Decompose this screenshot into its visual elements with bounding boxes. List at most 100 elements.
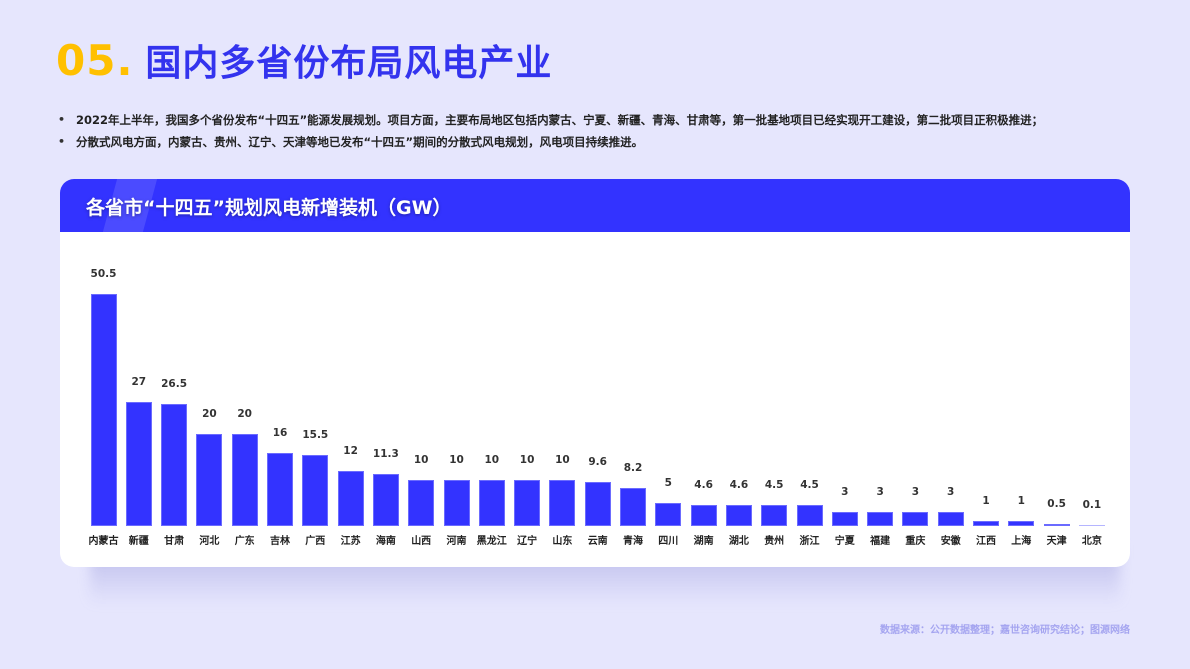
bar-column: 10 黑龙江 xyxy=(474,232,509,567)
bar-column: 26.5 甘肃 xyxy=(157,232,192,567)
bar xyxy=(725,504,752,526)
chart-title: 各省市“十四五”规划风电新增装机（GW） xyxy=(86,197,452,219)
bar xyxy=(372,474,399,526)
category-label: 福建 xyxy=(870,536,891,547)
category-label: 贵州 xyxy=(764,536,785,547)
bar-chart: 50.5 内蒙古 27 新疆 26.5 甘肃 20 河北 20 广东 16 吉林 15.5 广西 12 江苏 1… xyxy=(60,232,1130,567)
bar-column: 10 山东 xyxy=(545,232,580,567)
bar-column: 4.5 贵州 xyxy=(757,232,792,567)
page-title-text: 国内多省份布局风电产业 xyxy=(145,43,553,84)
bar-column: 20 广东 xyxy=(227,232,262,567)
bar xyxy=(1008,521,1035,526)
category-label: 黑龙江 xyxy=(476,536,507,547)
bar-column: 4.6 湖南 xyxy=(686,232,721,567)
category-label: 新疆 xyxy=(128,536,149,547)
bar-value-label: 3 xyxy=(911,486,920,499)
category-label: 四川 xyxy=(658,536,679,547)
bar xyxy=(443,480,470,526)
category-label: 天津 xyxy=(1046,536,1067,547)
bar-value-label: 4.6 xyxy=(729,478,749,491)
bar-value-label: 10 xyxy=(449,454,464,467)
bar-value-label: 27 xyxy=(131,375,147,388)
bar-column: 27 新疆 xyxy=(121,232,156,567)
category-label: 湖北 xyxy=(728,536,749,547)
category-label: 辽宁 xyxy=(517,536,538,547)
bar-value-label: 4.5 xyxy=(764,479,784,492)
bar-column: 1 江西 xyxy=(969,232,1004,567)
bar-column: 10 山西 xyxy=(404,232,439,567)
bar-column: 3 福建 xyxy=(863,232,898,567)
bar-value-label: 10 xyxy=(484,454,500,467)
bar-value-label: 12 xyxy=(343,444,358,457)
bar-column: 11.3 海南 xyxy=(368,232,403,567)
bar-column: 16 吉林 xyxy=(263,232,298,567)
bar xyxy=(584,481,611,526)
bar xyxy=(796,505,823,526)
bar-value-label: 26.5 xyxy=(161,378,188,391)
bar xyxy=(302,454,329,526)
bar-value-label: 50.5 xyxy=(90,268,117,280)
bar xyxy=(478,480,505,526)
category-label: 安徽 xyxy=(940,536,961,547)
bar-column: 3 宁夏 xyxy=(827,232,862,567)
category-label: 河北 xyxy=(199,536,220,547)
category-label: 浙江 xyxy=(799,536,820,547)
category-label: 青海 xyxy=(623,536,643,547)
category-label: 吉林 xyxy=(270,536,290,547)
category-label: 广东 xyxy=(234,536,255,547)
bar-value-label: 15.5 xyxy=(302,428,329,441)
bar-value-label: 8.2 xyxy=(623,462,643,475)
bar xyxy=(1078,525,1105,526)
bar xyxy=(161,404,188,526)
bar xyxy=(90,294,117,526)
bar xyxy=(831,512,858,526)
bar xyxy=(514,480,541,526)
bar-column: 1 上海 xyxy=(1004,232,1039,567)
category-label: 江西 xyxy=(976,536,996,547)
bar xyxy=(267,452,294,526)
bar-column: 10 河南 xyxy=(439,232,474,567)
bullet-list: 2022年上半年，我国多个省份发布“十四五”能源发展规划。项目方面，主要布局地区… xyxy=(58,109,1158,153)
bar-column: 4.5 浙江 xyxy=(792,232,827,567)
bar-column: 0.1 北京 xyxy=(1074,232,1109,567)
chart-card-header: 各省市“十四五”规划风电新增装机（GW） xyxy=(60,179,1130,232)
bar xyxy=(902,512,929,526)
bar xyxy=(231,434,258,526)
category-label: 甘肃 xyxy=(164,536,185,547)
category-label: 海南 xyxy=(375,536,396,547)
chart-card: 各省市“十四五”规划风电新增装机（GW） 50.5 内蒙古 27 新疆 26.5 甘肃 20… xyxy=(60,179,1130,567)
category-label: 上海 xyxy=(1011,536,1032,547)
bar xyxy=(196,434,223,526)
bar-column: 5 四川 xyxy=(651,232,686,567)
category-label: 内蒙古 xyxy=(88,536,119,547)
bar xyxy=(655,503,682,526)
bar xyxy=(620,488,647,526)
bar-value-label: 4.6 xyxy=(694,478,713,491)
bar xyxy=(690,504,717,526)
bar xyxy=(549,480,576,526)
bar xyxy=(408,480,435,526)
bar-value-label: 4.5 xyxy=(800,479,819,492)
category-label: 山东 xyxy=(552,536,573,547)
bar-value-label: 5 xyxy=(664,477,672,490)
bar-value-label: 10 xyxy=(519,454,535,467)
bar-column: 10 辽宁 xyxy=(510,232,545,567)
category-label: 宁夏 xyxy=(834,536,855,547)
bar-column: 3 安徽 xyxy=(933,232,968,567)
category-label: 重庆 xyxy=(905,536,926,547)
bar-column: 4.6 湖北 xyxy=(721,232,756,567)
bar-value-label: 9.6 xyxy=(588,455,607,468)
category-label: 湖南 xyxy=(693,536,714,547)
bar-value-label: 10 xyxy=(413,454,429,467)
category-label: 云南 xyxy=(587,536,608,547)
bullet-item: 分散式风电方面，内蒙古、贵州、辽宁、天津等地已发布“十四五”期间的分散式风电规划… xyxy=(58,131,1158,153)
bar-value-label: 1 xyxy=(1017,495,1025,508)
bar-value-label: 3 xyxy=(876,486,884,499)
bar xyxy=(973,521,1000,526)
bar xyxy=(867,512,894,526)
bullet-item: 2022年上半年，我国多个省份发布“十四五”能源发展规划。项目方面，主要布局地区… xyxy=(58,109,1158,131)
bar-value-label: 16 xyxy=(272,426,288,439)
bar-value-label: 20 xyxy=(202,408,217,421)
bar xyxy=(337,470,364,526)
bar-column: 12 江苏 xyxy=(333,232,368,567)
